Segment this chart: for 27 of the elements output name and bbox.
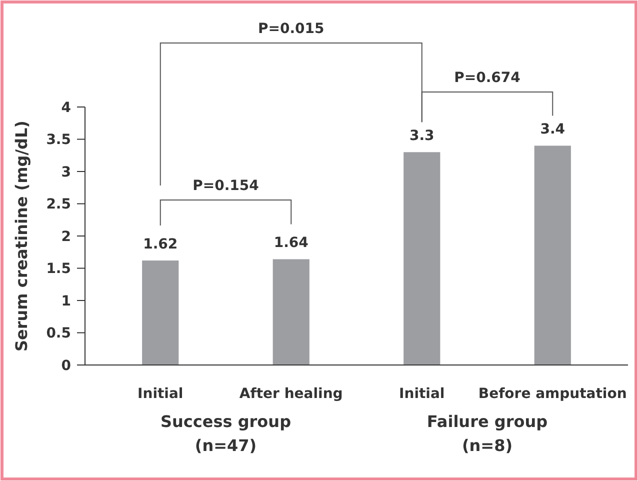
y-tick-label: 3 [61,164,71,180]
text: Success group (n=47) [160,412,292,455]
data-label: 1.64 [274,235,309,252]
y-tick-label: 1 [61,293,71,310]
bar [534,146,571,365]
x-tick-label: Before amputation [478,386,627,402]
bar [404,152,440,365]
text: P=0.015 [258,21,324,37]
bar [142,260,179,365]
text: P=0.674 [454,70,521,86]
x-tick-label: After healing [239,386,343,402]
annotation: P=0.154 [192,178,260,194]
x-tick-label: Initial [138,386,184,402]
x-tick-label: Initial [399,386,445,402]
text: Failure group (n=8) [426,412,548,455]
y-tick-label: 0 [61,358,72,374]
bar [272,259,310,365]
y-tick-label: 2 [61,228,71,245]
y-axis-title: Serum creatinine (mg/dL) [12,120,31,352]
y-tick-label: 3.5 [46,132,71,148]
y-tick-label: 0.5 [46,326,71,342]
data-label: 1.62 [143,236,178,253]
y-tick-label: 4 [61,100,72,116]
data-label: 3.3 [409,128,434,144]
y-tick-label: 1.5 [46,261,71,278]
y-tick-label: 2.5 [46,196,71,213]
data-label: 3.4 [540,122,566,138]
